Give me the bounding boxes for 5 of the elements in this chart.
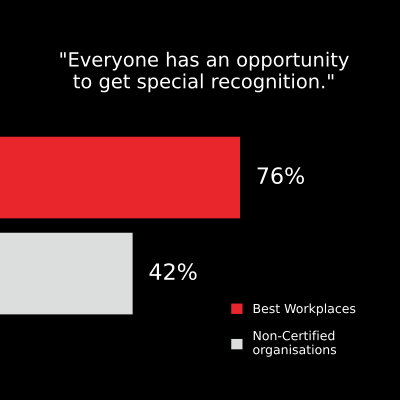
chart-title: "Everyone has an opportunity to get special recognition." — [60, 52, 349, 92]
legend-label: Best Workplaces — [254, 304, 356, 316]
data-label: 76% — [258, 167, 304, 184]
legend-label: Non-Certified organisations — [253, 330, 336, 357]
data-label: 42% — [150, 263, 197, 280]
